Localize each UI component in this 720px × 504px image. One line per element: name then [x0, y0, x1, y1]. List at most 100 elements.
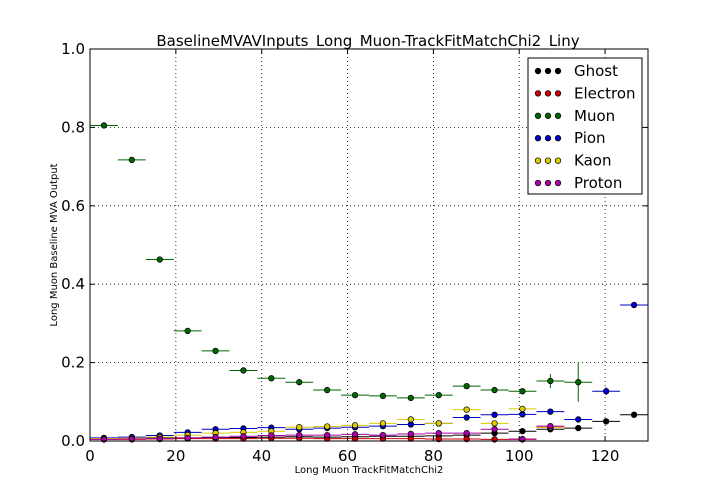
kaon-point [379, 420, 387, 427]
legend-label: Kaon [574, 152, 611, 170]
legend-marker [554, 135, 562, 142]
kaon-point [491, 420, 498, 427]
kaon-point [407, 416, 415, 423]
muon-point [407, 394, 415, 402]
proton-point [212, 433, 219, 441]
grid [90, 49, 648, 441]
legend-marker [544, 179, 552, 187]
pion-point [575, 416, 582, 423]
proton-point [379, 431, 387, 439]
y-tick-label: 0.2 [61, 354, 85, 372]
legend-marker [554, 67, 562, 75]
muon-point [296, 379, 303, 386]
pion-point [491, 411, 498, 418]
proton-point [491, 426, 498, 433]
pion-point [463, 414, 470, 421]
muon-point [547, 377, 554, 385]
muon-point [519, 388, 526, 395]
muon-point [491, 386, 498, 394]
muon-point [212, 347, 219, 354]
pion-point [603, 388, 610, 395]
x-tick-label: 0 [85, 447, 95, 465]
ghost-point [603, 418, 610, 425]
proton-point [240, 433, 247, 440]
y-tick-label: 0.4 [61, 275, 85, 293]
muon-point [100, 122, 108, 129]
x-tick-label: 80 [424, 447, 443, 465]
proton-point [296, 431, 303, 439]
proton-point [268, 432, 275, 439]
legend-marker [544, 135, 552, 142]
legend-marker [554, 179, 562, 187]
muon-point [128, 156, 136, 164]
muon-point [184, 327, 191, 334]
ghost-point [630, 411, 638, 418]
proton-point [184, 434, 191, 442]
legend-marker [534, 135, 542, 142]
legend: Ghost Electron Muon Pion Kaon Proton [527, 57, 643, 195]
x-tick-label: 120 [591, 447, 620, 465]
legend-marker [544, 112, 552, 119]
ghost-point [519, 428, 526, 435]
legend-marker [554, 112, 562, 119]
x-tick-label: 40 [252, 447, 271, 465]
kaon-point [296, 424, 303, 431]
proton-point [407, 430, 415, 438]
proton-point [324, 431, 331, 439]
chart-title: BaselineMVAVInputs_Long_Muon-TrackFitMat… [156, 32, 579, 51]
y-tick-label: 0.6 [61, 197, 85, 215]
ghost-point [575, 424, 582, 432]
pion-point [519, 411, 526, 418]
legend-label: Proton [574, 174, 622, 192]
data-layer [90, 122, 648, 443]
kaon-point [351, 422, 359, 429]
legend-marker [544, 67, 552, 75]
series-proton [90, 422, 565, 443]
legend-marker [544, 157, 552, 164]
legend-marker [534, 112, 542, 119]
plot-frame [89, 48, 649, 442]
axis-ticks: 0 20 40 60 80 100 120 0.0 0.2 0.4 0.6 0.8 1.0 [61, 40, 648, 465]
pion-point [630, 301, 638, 309]
muon-point [324, 386, 331, 394]
legend-box [527, 57, 643, 195]
pion-point [547, 408, 554, 415]
series-muon [90, 122, 593, 402]
y-axis-label: Long Muon Baseline MVA Output [49, 163, 60, 326]
muon-point [575, 379, 582, 386]
legend-marker [534, 179, 542, 187]
muon-point [463, 382, 470, 390]
kaon-point [324, 423, 331, 430]
legend-marker [534, 157, 542, 164]
x-tick-label: 20 [166, 447, 185, 465]
legend-label: Muon [574, 107, 615, 125]
muon-point [351, 391, 359, 399]
legend-label: Pion [574, 129, 606, 147]
proton-point [463, 430, 470, 437]
muon-point [156, 256, 163, 263]
y-tick-label: 1.0 [61, 40, 85, 58]
kaon-point [519, 405, 526, 413]
proton-point [351, 431, 359, 438]
x-tick-label: 60 [338, 447, 357, 465]
kaon-point [435, 420, 442, 427]
legend-marker [544, 90, 552, 97]
muon-point [240, 367, 247, 374]
proton-point [547, 422, 554, 430]
muon-point [268, 375, 275, 382]
proton-point [435, 430, 442, 437]
legend-marker [554, 90, 562, 97]
y-tick-label: 0.8 [61, 118, 85, 136]
legend-label: Ghost [574, 62, 618, 80]
muon-point [379, 392, 387, 400]
legend-marker [534, 67, 542, 75]
proton-point [128, 435, 136, 443]
y-tick-label: 0.0 [61, 432, 85, 450]
kaon-point [463, 406, 470, 413]
legend-marker [554, 157, 562, 164]
x-tick-label: 100 [505, 447, 534, 465]
x-axis-label: Long Muon TrackFitMatchChi2 [295, 465, 444, 476]
legend-label: Electron [574, 84, 636, 102]
legend-marker [534, 90, 542, 97]
